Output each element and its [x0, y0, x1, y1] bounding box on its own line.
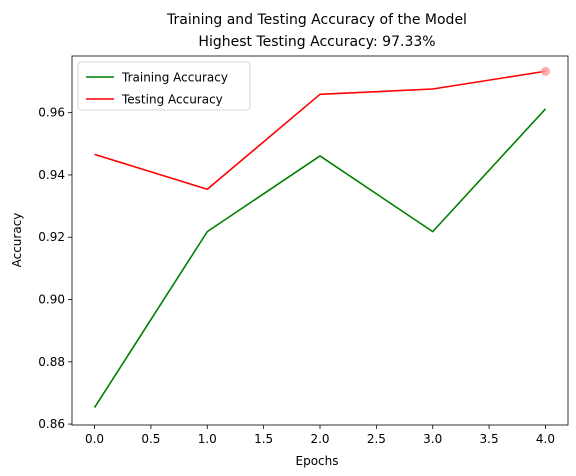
- legend-label-testing-accuracy: Testing Accuracy: [121, 93, 223, 107]
- y-axis-label: Accuracy: [10, 213, 24, 268]
- y-tick-label: 0.94: [38, 168, 65, 182]
- x-tick-label: 2.5: [367, 432, 386, 446]
- y-tick-label: 0.88: [38, 355, 65, 369]
- testing-accuracy-line: [94, 70, 546, 191]
- x-tick-label: 3.5: [480, 432, 499, 446]
- training-accuracy-line: [93, 108, 547, 408]
- highest-accuracy-marker: [540, 66, 550, 76]
- y-tick-label: 0.86: [38, 417, 65, 431]
- x-tick-label: 1.5: [254, 432, 273, 446]
- x-tick-label: 0.5: [141, 432, 160, 446]
- plot-area: 0.0 0.5 1.0 1.5 2.0 2.5 3.0 3.5 4.0 0.86 0.88 0.90 0…: [38, 55, 569, 446]
- x-tick-label: 4.0: [536, 432, 555, 446]
- legend-box: [77, 61, 251, 111]
- x-tick-label: 1.0: [198, 432, 217, 446]
- x-tick-label: 3.0: [423, 432, 442, 446]
- x-tick-label: 0.0: [85, 432, 104, 446]
- chart-title: Training and Testing Accuracy of the Mod…: [166, 12, 467, 28]
- y-tick-label: 0.92: [38, 230, 65, 244]
- legend: Training Accuracy Testing Accuracy: [77, 61, 251, 111]
- y-tick-label: 0.96: [38, 106, 65, 120]
- x-tick-label: 2.0: [310, 432, 329, 446]
- chart-subtitle: Highest Testing Accuracy: 97.33%: [198, 34, 435, 50]
- x-axis-label: Epochs: [296, 454, 339, 468]
- y-tick-label: 0.90: [38, 293, 65, 307]
- legend-label-training-accuracy: Training Accuracy: [121, 71, 228, 85]
